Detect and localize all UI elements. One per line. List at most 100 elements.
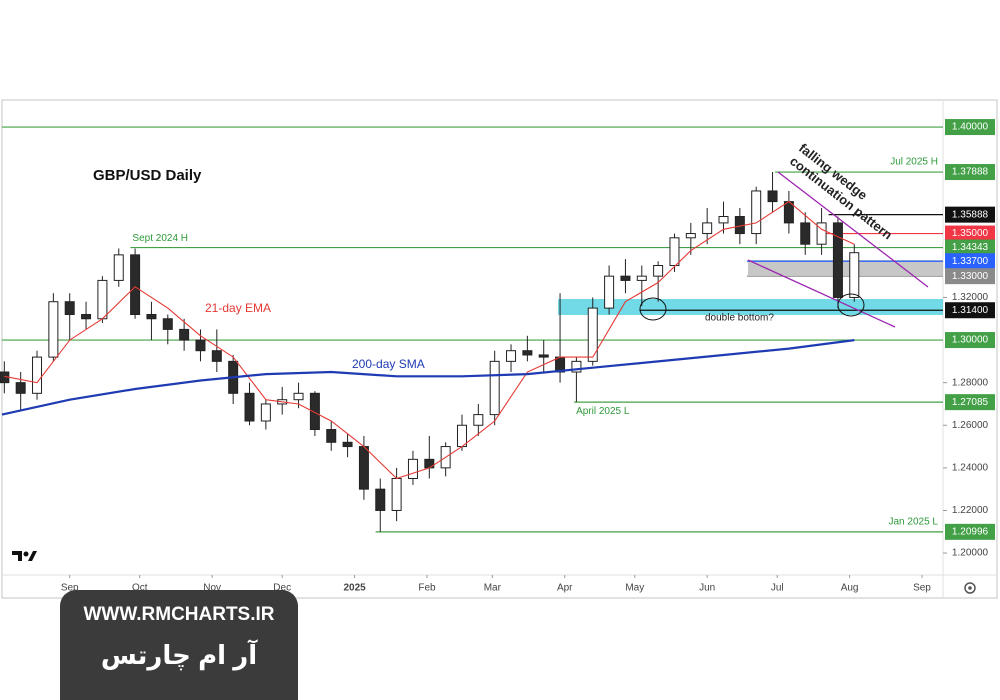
candle-body <box>685 233 696 239</box>
x-tick-label: Dec <box>273 583 291 594</box>
candle-body <box>587 307 598 362</box>
x-tick-label: May <box>625 583 644 594</box>
candle-body <box>15 382 26 394</box>
candle-body <box>800 222 811 245</box>
candle-body <box>522 350 533 356</box>
candle-body <box>32 356 43 394</box>
x-tick-label: Jun <box>699 583 715 594</box>
bottom-circle <box>639 297 667 321</box>
chart-frame <box>1 99 998 599</box>
candle-body <box>358 446 369 490</box>
logo-part <box>12 551 22 561</box>
x-tick-label: Sep <box>61 583 79 594</box>
candle-body <box>604 275 615 309</box>
price-label-box <box>945 253 995 270</box>
candle-body <box>326 429 337 443</box>
x-tick-label: Sep <box>913 583 931 594</box>
price-label: 1.20996 <box>952 526 989 537</box>
series-label: 21-day EMA <box>205 301 271 315</box>
y-tick-label: 1.20000 <box>952 548 989 559</box>
candle-body <box>424 458 435 469</box>
candle-body <box>653 265 664 277</box>
logo-part <box>23 551 29 557</box>
candle-body <box>832 222 843 298</box>
price-label-box <box>945 302 995 319</box>
levels <box>2 126 943 533</box>
price-label: 1.35000 <box>952 228 989 239</box>
price-label-box <box>945 206 995 223</box>
candle-body <box>97 279 108 320</box>
price-label: 1.33700 <box>952 256 989 267</box>
settings-icon[interactable] <box>964 582 976 594</box>
candle-body <box>342 441 353 448</box>
tv-logo <box>12 551 37 561</box>
indicator-lines <box>1 200 855 480</box>
support-zone <box>558 299 943 315</box>
x-tick-label: Feb <box>418 583 436 594</box>
y-tick-label: 1.32000 <box>952 292 989 303</box>
price-label: 1.40000 <box>952 122 989 133</box>
price-label-box <box>945 332 995 349</box>
candle-body <box>391 478 402 511</box>
watermark-name: آر ام چارتس <box>100 640 258 670</box>
logo-part <box>28 551 37 561</box>
level-note: Jul 2025 H <box>890 157 938 168</box>
candle-body <box>669 237 680 267</box>
wedge-lower <box>747 259 896 328</box>
candle-body <box>506 350 517 362</box>
candle-body <box>309 392 320 431</box>
y-tick-label: 1.22000 <box>952 505 989 516</box>
candle-body <box>375 488 386 511</box>
candle-body <box>293 392 304 401</box>
price-label-box <box>945 394 995 411</box>
gear[interactable] <box>964 582 976 594</box>
price-label: 1.27085 <box>952 397 989 408</box>
x-tick-label: Nov <box>203 583 221 594</box>
candle-body <box>636 275 647 281</box>
candle-body <box>130 254 141 315</box>
x-tick-label: Jul <box>771 583 784 594</box>
series-label: 200-day SMA <box>352 357 425 371</box>
candle-body <box>260 403 271 422</box>
candle-body <box>456 424 467 448</box>
candle-body <box>113 254 124 281</box>
resistance-zone <box>748 260 943 275</box>
price-label-box <box>945 119 995 136</box>
price-label-box <box>945 523 995 540</box>
candle-body <box>81 313 92 320</box>
candle-body <box>162 318 173 330</box>
wedge-upper <box>777 171 929 288</box>
candle-body <box>751 190 762 235</box>
indicator-line <box>1 339 855 416</box>
x-tick-label: Mar <box>484 583 502 594</box>
candle-body <box>64 301 75 315</box>
x-tick-label: Aug <box>841 583 859 594</box>
level-note: Jan 2025 L <box>889 516 939 527</box>
candle-body <box>473 414 484 426</box>
candle-body <box>146 313 157 320</box>
price-label: 1.34343 <box>952 242 989 253</box>
candle-body <box>244 392 255 422</box>
y-tick-label: 1.26000 <box>952 420 989 431</box>
candle-body <box>489 360 500 416</box>
chart-title: GBP/USD Daily <box>93 167 202 184</box>
x-tick-label: 2025 <box>343 583 366 594</box>
level-note: Sept 2024 H <box>132 233 188 244</box>
wedge <box>639 171 929 328</box>
watermark: WWW.RMCHARTS.IR آر ام چارتس <box>60 590 298 700</box>
candle-body <box>702 222 713 235</box>
x-tick-label: Apr <box>557 583 573 594</box>
gear-center <box>968 586 972 590</box>
price-label: 1.30000 <box>952 335 989 346</box>
candles <box>0 171 860 532</box>
y-tick-label: 1.28000 <box>952 377 989 388</box>
price-label: 1.35888 <box>952 209 989 220</box>
candle-body <box>849 252 860 298</box>
watermark-url: WWW.RMCHARTS.IR <box>83 604 275 625</box>
candle-body <box>211 350 222 362</box>
price-label-box <box>945 239 995 256</box>
x-tick-label: Oct <box>132 583 148 594</box>
candle-body <box>816 222 827 245</box>
